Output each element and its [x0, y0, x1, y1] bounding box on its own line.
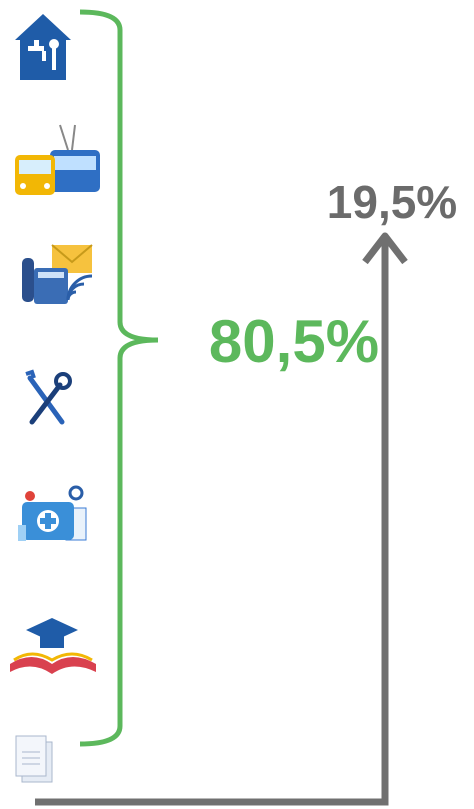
- icon-utilities: [15, 14, 71, 80]
- bracket: [79, 9, 159, 747]
- other-share: 19,5%: [327, 176, 457, 228]
- icon-communication: [22, 244, 93, 304]
- icon-repair: [25, 369, 72, 425]
- icon-documents: [15, 735, 53, 783]
- arrow-head: [362, 232, 408, 265]
- icon-education: [10, 618, 96, 674]
- arrow-line: [35, 240, 389, 806]
- icon-transport: [15, 124, 100, 195]
- main-share: 80,5%: [209, 308, 379, 375]
- icon-healthcare: [18, 485, 87, 541]
